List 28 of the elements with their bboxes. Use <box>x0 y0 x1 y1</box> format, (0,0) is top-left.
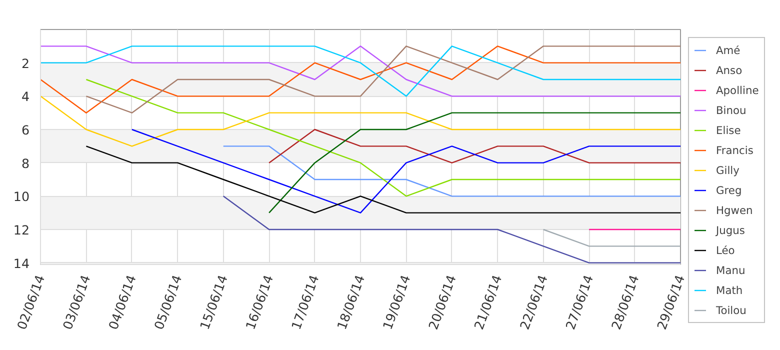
legend-label: Anso <box>716 63 742 77</box>
y-tick-label: 12 <box>13 222 30 238</box>
legend-label: Jugus <box>716 223 745 237</box>
line-series <box>40 46 680 97</box>
legend-label: Greg <box>716 183 742 197</box>
legend-label: Apolline <box>716 83 759 97</box>
legend-label: Léo <box>716 243 736 257</box>
legend-label: Amé <box>716 43 740 57</box>
line-series <box>131 128 680 214</box>
legend-label: Hgwen <box>716 203 753 217</box>
legend-label: Manu <box>716 263 746 277</box>
line-series <box>222 196 680 264</box>
y-tick-label: 4 <box>21 89 30 104</box>
y-tick-label: 10 <box>13 189 30 204</box>
legend-label: Francis <box>716 143 754 157</box>
line-series <box>86 146 680 214</box>
line-series <box>86 78 680 197</box>
legend-label: Elise <box>716 123 741 137</box>
y-tick-label: 6 <box>21 122 30 138</box>
legend-label: Toilou <box>716 303 746 317</box>
y-tick-label: 2 <box>21 56 30 71</box>
y-tick-label: 8 <box>21 156 30 171</box>
legend-label: Binou <box>716 103 746 117</box>
line-series <box>40 96 680 147</box>
line-series <box>268 112 680 214</box>
legend-label: Math <box>716 283 743 297</box>
legend-label: Gilly <box>716 163 740 177</box>
y-tick-label: 14 <box>13 256 30 271</box>
